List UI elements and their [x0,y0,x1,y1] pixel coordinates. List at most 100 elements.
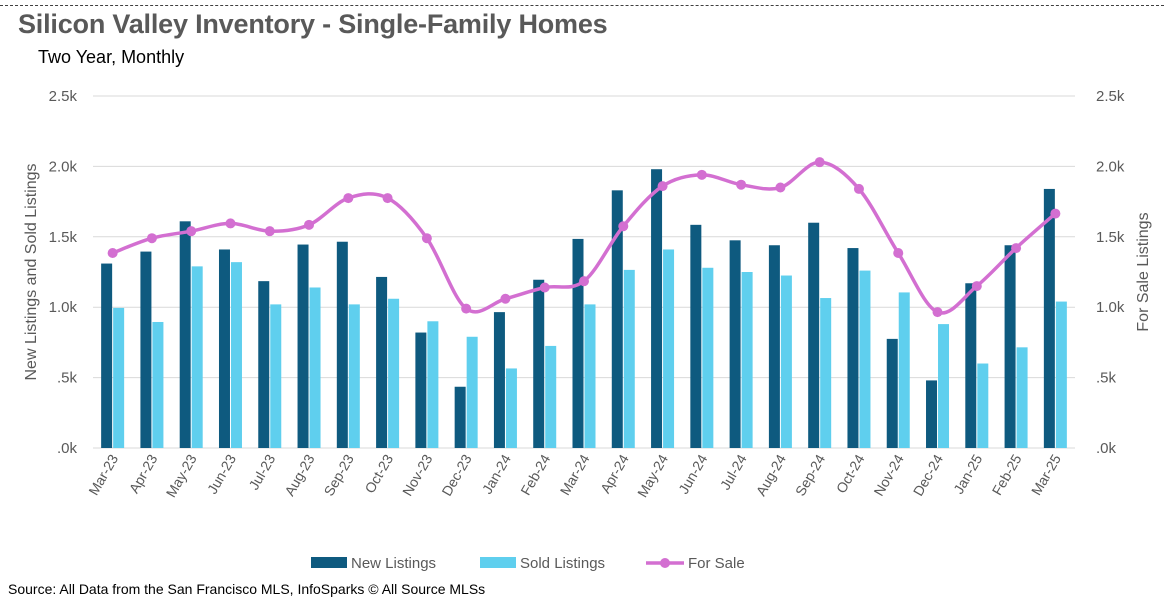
x-tick-label: Aug-23 [281,451,318,498]
y2-tick-label: 1.5k [1096,229,1125,246]
x-tick-label: Sep-24 [792,451,829,498]
bar-sold-listings [977,363,989,448]
bar-sold-listings [152,321,164,448]
bar-new-listings [1004,245,1016,448]
bar-sold-listings [466,336,478,448]
y-tick-label: 1.0k [49,299,78,316]
bar-new-listings [454,386,466,448]
for-sale-point [382,193,393,204]
y2-tick-label: 2.0k [1096,158,1125,175]
x-tick-label: Oct-23 [361,451,396,496]
for-sale-point [304,219,315,230]
bar-new-listings [415,332,427,448]
x-tick-label: May-23 [163,451,200,500]
y2-tick-label: .0k [1096,440,1117,457]
legend-marker-for-sale [660,558,670,568]
for-sale-point [1050,208,1061,219]
bar-new-listings [847,248,859,448]
gridlines [93,95,1075,449]
legend-swatch-new-listings [311,557,347,568]
bar-sold-listings [427,321,439,448]
for-sale-point [932,307,943,318]
bar-new-listings [140,251,152,448]
bar-new-listings [808,222,820,448]
x-tick-label: Feb-25 [989,451,1025,498]
bar-sold-listings [230,262,242,448]
legend-label-new-listings: New Listings [351,555,436,572]
x-tick-label: Jun-23 [204,451,239,496]
legend: New Listings Sold Listings For Sale [311,555,745,572]
bar-sold-listings [505,368,517,448]
for-sale-point [421,233,432,244]
bar-sold-listings [820,298,832,448]
x-tick-label: Mar-25 [1028,451,1064,498]
bar-new-listings [886,338,898,448]
for-sale-point [1011,243,1022,254]
bar-new-listings [1043,188,1055,449]
bar-sold-listings [663,249,675,448]
bar-sold-listings [388,298,400,448]
legend-label-sold-listings: Sold Listings [520,555,605,572]
chart-subtitle: Two Year, Monthly [38,47,185,67]
for-sale-point [971,281,982,292]
bar-sold-listings [1055,301,1067,448]
y-axis-title: New Listings and Sold Listings [23,163,40,380]
bar-new-listings [101,263,113,448]
bar-sold-listings [584,304,596,448]
for-sale-point [853,183,864,194]
bar-sold-listings [938,324,950,448]
for-sale-point [539,282,550,293]
x-tick-label: Nov-24 [870,451,907,498]
y-tick-label: .5k [57,370,78,387]
for-sale-point [186,226,197,237]
for-sale-line [107,157,1061,318]
bar-sold-listings [309,287,321,448]
y2-tick-label: 1.0k [1096,299,1125,316]
bars [101,169,1067,449]
bar-new-listings [768,245,780,448]
bar-sold-listings [348,304,360,448]
bar-new-listings [336,241,348,448]
x-tick-label: Jan-25 [950,451,985,496]
bar-new-listings [533,279,545,448]
for-sale-point [657,181,668,192]
for-sale-point [264,226,275,237]
bar-new-listings [493,312,505,448]
bar-new-listings [376,276,388,448]
for-sale-point [225,218,236,229]
for-sale-point [146,233,157,244]
for-sale-point [107,247,118,258]
y2-tick-label: 2.5k [1096,88,1125,105]
x-tick-label: Aug-24 [753,451,790,498]
bar-new-listings [218,249,230,448]
bar-new-listings [572,238,584,448]
for-sale-point [893,247,904,258]
y-tick-label: 1.5k [49,229,78,246]
bar-new-listings [729,240,741,448]
bar-sold-listings [780,275,792,448]
bar-sold-listings [191,266,203,448]
bar-sold-listings [113,307,125,448]
x-tick-label: Apr-24 [597,451,632,496]
for-sale-point [579,276,589,287]
bar-sold-listings [270,304,282,448]
for-sale-point [500,293,511,304]
bar-sold-listings [898,292,910,448]
x-tick-label: Jun-24 [675,451,710,496]
bar-new-listings [179,221,191,448]
for-sale-point [618,221,629,232]
x-tick-label: Jul-24 [717,451,750,492]
for-sale-point [343,193,354,204]
bar-new-listings [651,169,663,448]
top-dashed-border [0,5,1164,6]
x-tick-label: Dec-23 [438,451,475,498]
x-tick-label: Mar-24 [557,451,593,498]
for-sale-point [461,303,472,314]
x-tick-label: Mar-23 [85,451,121,498]
bar-sold-listings [741,272,753,448]
bar-sold-listings [545,345,557,448]
x-tick-label: Apr-23 [126,451,161,496]
chart-title: Silicon Valley Inventory - Single-Family… [18,9,608,39]
bar-new-listings [926,380,938,448]
bar-new-listings [965,283,977,448]
